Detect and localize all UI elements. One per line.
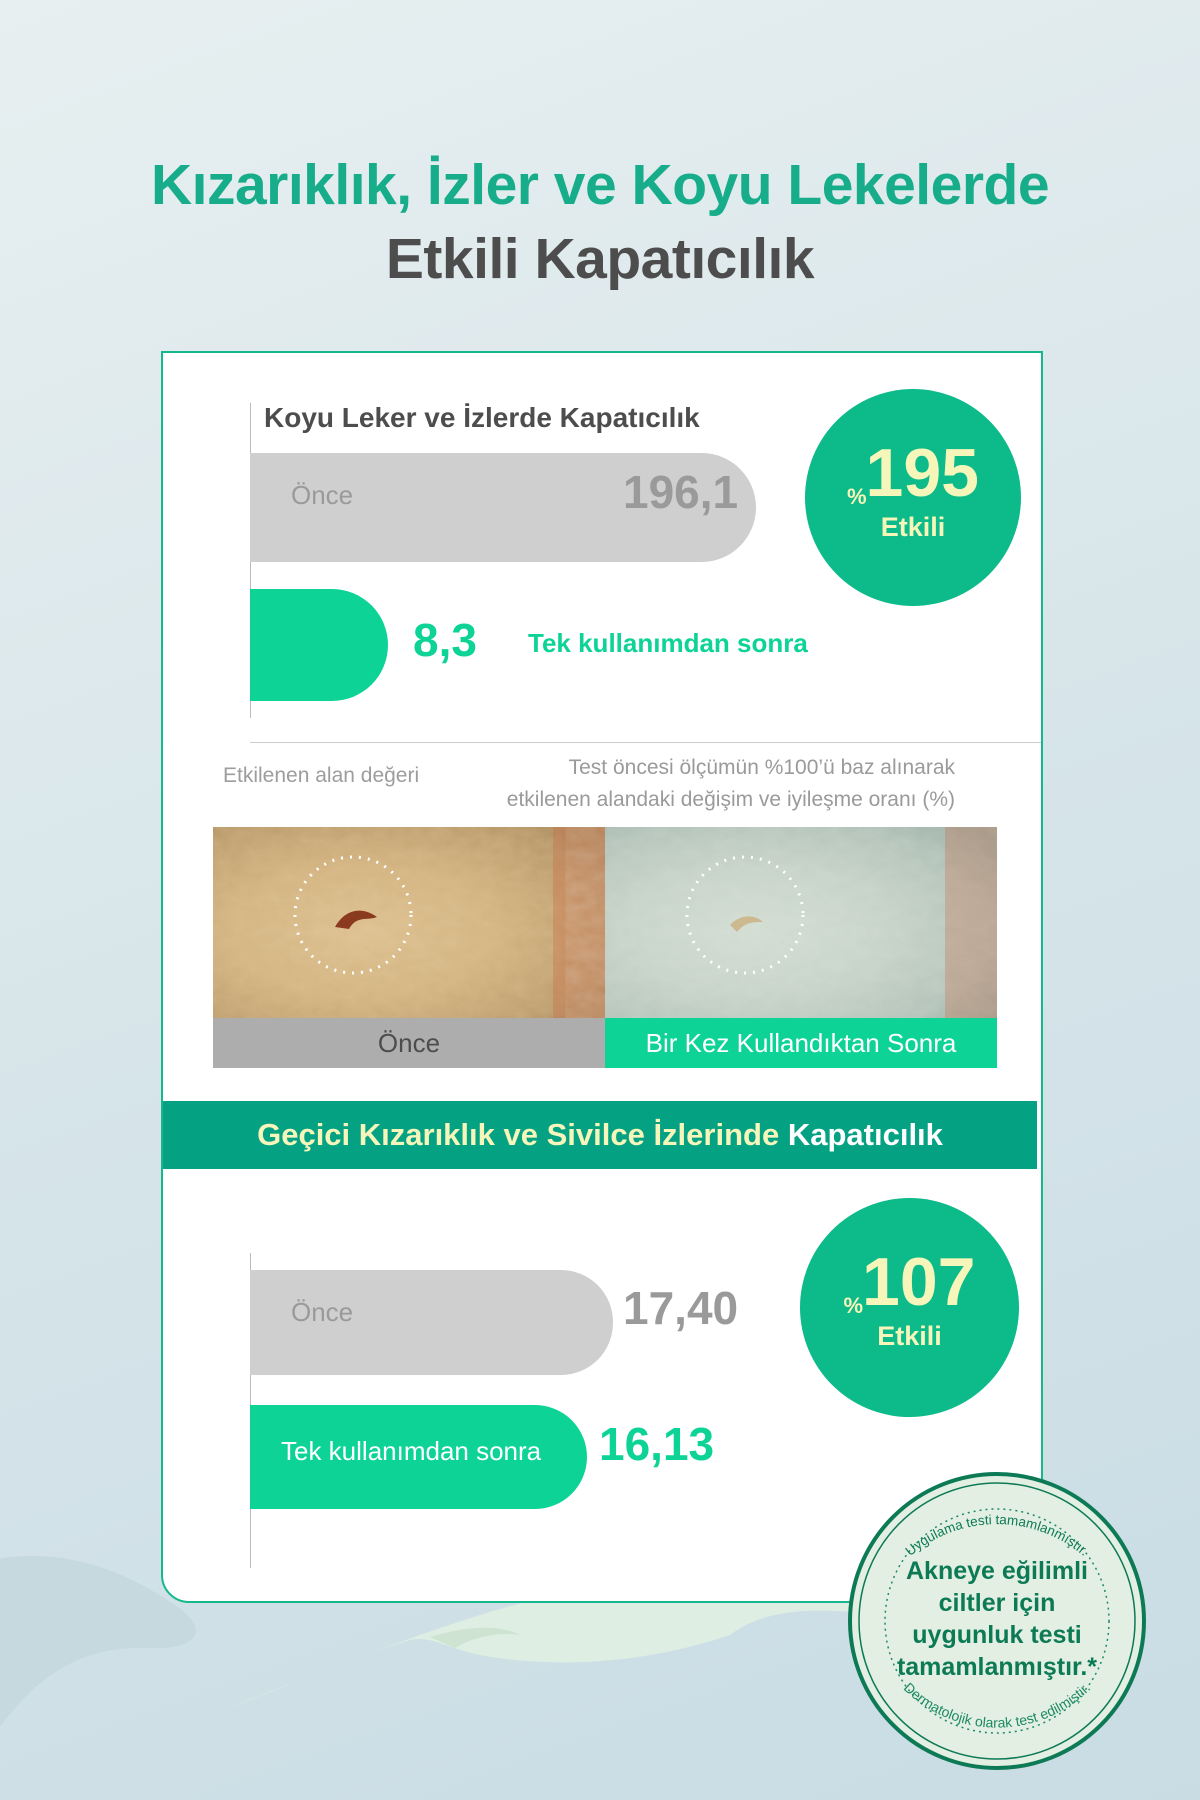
svg-text:tamamlanmıştır.*: tamamlanmıştır.* xyxy=(897,1653,1097,1681)
svg-text:ciltler için: ciltler için xyxy=(939,1589,1056,1617)
svg-text:uygunluk testi: uygunluk testi xyxy=(912,1621,1081,1649)
svg-text:Akneye eğilimli: Akneye eğilimli xyxy=(906,1557,1088,1585)
